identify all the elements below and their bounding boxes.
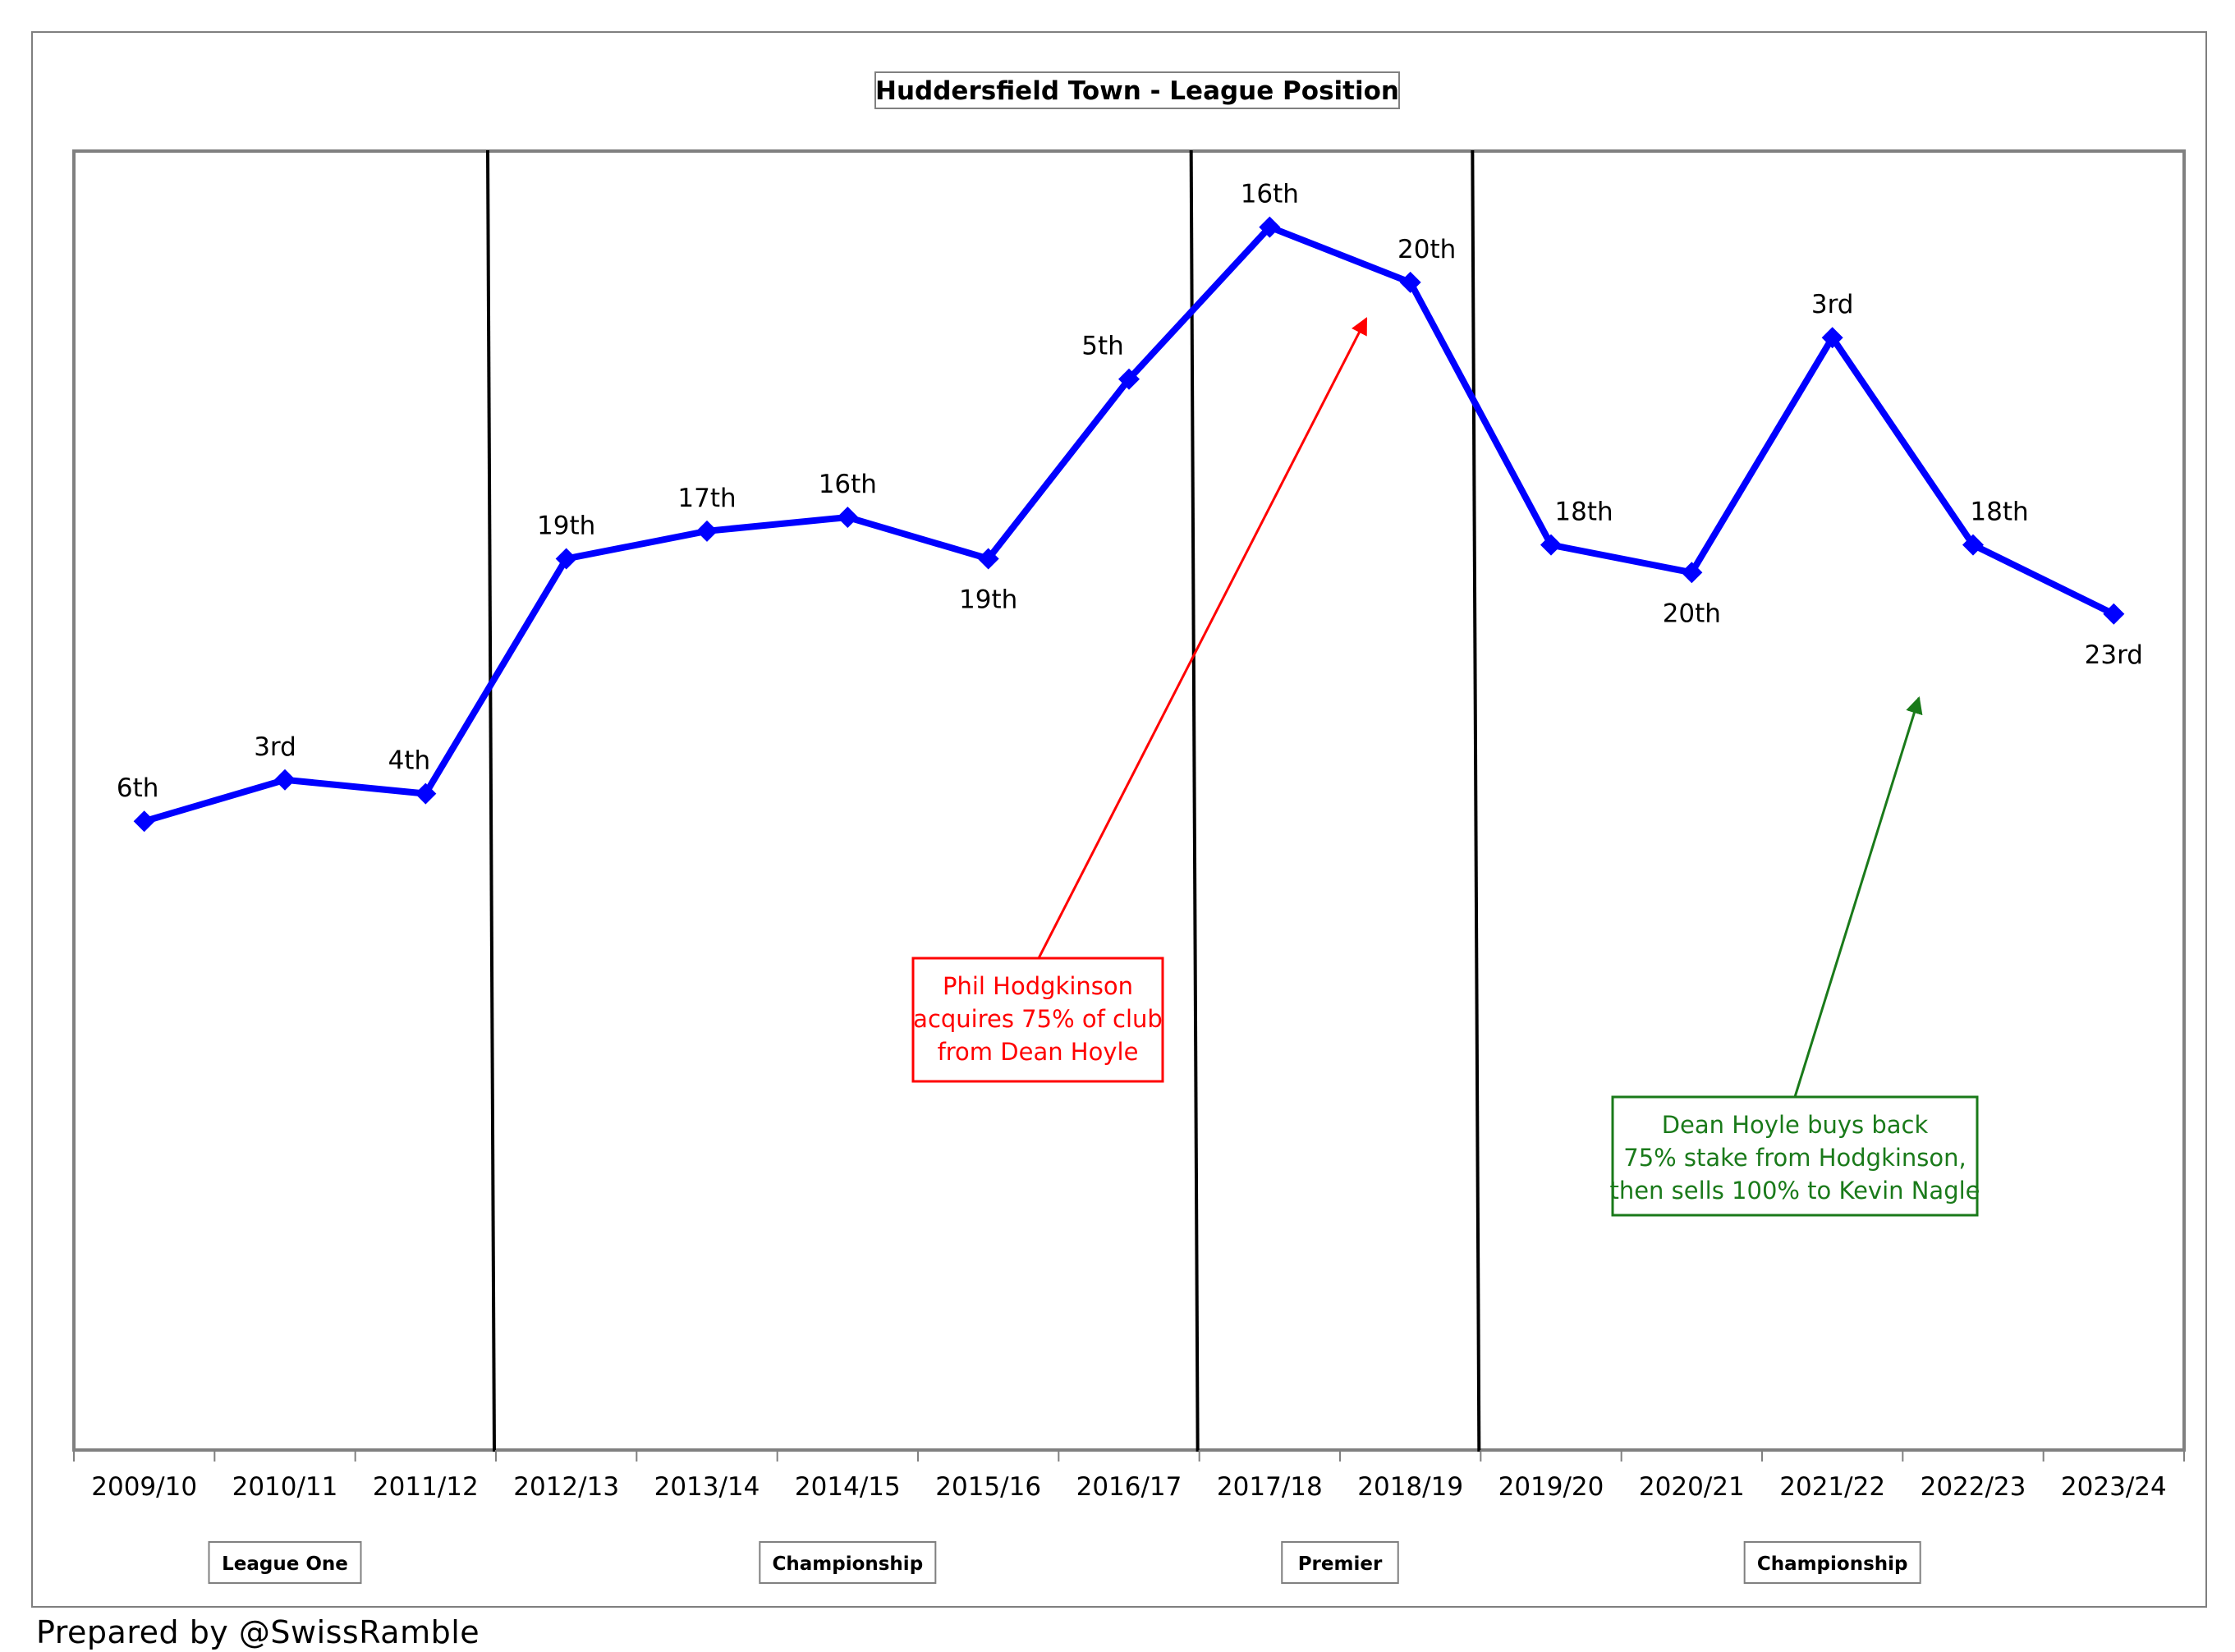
chart-frame: [31, 31, 2207, 1608]
annotation-text: acquires 75% of club: [913, 1005, 1163, 1033]
x-tick-label: 2022/23: [1921, 1472, 2026, 1502]
data-point: [415, 782, 437, 805]
x-tick-label: 2012/13: [513, 1472, 619, 1502]
data-label: 20th: [1397, 235, 1456, 264]
data-point: [1399, 271, 1421, 293]
data-point: [2103, 603, 2125, 625]
league-label: Premier: [1298, 1553, 1383, 1575]
data-label: 6th: [117, 773, 159, 803]
data-point: [837, 506, 859, 528]
x-tick-label: 2023/24: [2061, 1472, 2167, 1502]
league-label-box: [1281, 1541, 1399, 1584]
data-point: [696, 520, 718, 542]
x-tick-label: 2021/22: [1779, 1472, 1885, 1502]
annotation-box: [1611, 1095, 1979, 1217]
annotation-text: then sells 100% to Kevin Nagle: [1609, 1177, 1980, 1205]
league-label-box: [1743, 1541, 1921, 1584]
data-point: [1259, 216, 1281, 238]
data-label: 19th: [959, 585, 1017, 614]
data-point: [977, 548, 999, 570]
x-tick-label: 2020/21: [1639, 1472, 1745, 1502]
x-tick-label: 2013/14: [654, 1472, 760, 1502]
data-label: 17th: [677, 484, 736, 513]
league-label-box: [759, 1541, 937, 1584]
league-divider: [486, 149, 496, 1452]
x-tick-label: 2009/10: [91, 1472, 197, 1502]
x-tick-label: 2019/20: [1498, 1472, 1604, 1502]
data-label: 3rd: [254, 732, 296, 762]
data-label: 20th: [1663, 599, 1721, 628]
x-tick-label: 2014/15: [795, 1472, 901, 1502]
league-label-box: [208, 1541, 362, 1584]
league-label: Championship: [1757, 1553, 1908, 1575]
x-tick-label: 2016/17: [1076, 1472, 1182, 1502]
league-label: Championship: [772, 1553, 923, 1575]
data-point: [1821, 327, 1843, 349]
data-point: [1118, 368, 1140, 390]
chart-title: Huddersfield Town - League Position: [875, 76, 1399, 106]
x-tick-label: 2017/18: [1217, 1472, 1323, 1502]
title-box: [874, 71, 1400, 109]
league-divider: [1471, 149, 1481, 1452]
data-point: [133, 810, 155, 833]
data-label: 16th: [819, 470, 877, 499]
x-tick-label: 2018/19: [1357, 1472, 1463, 1502]
x-tick-label: 2015/16: [935, 1472, 1041, 1502]
data-label: 16th: [1241, 180, 1299, 209]
league-divider: [1189, 149, 1200, 1452]
annotation-text: Dean Hoyle buys back: [1662, 1111, 1929, 1139]
x-tick-label: 2010/11: [232, 1472, 338, 1502]
data-point: [274, 769, 296, 791]
data-point: [1681, 562, 1703, 584]
annotation-arrow: [1037, 317, 1368, 959]
data-label: 3rd: [1811, 290, 1854, 319]
annotation-text: Phil Hodgkinson: [943, 972, 1133, 1000]
data-label: 19th: [537, 511, 595, 540]
annotation-text: 75% stake from Hodgkinson,: [1623, 1144, 1967, 1172]
footer-credit: Prepared by @SwissRamble: [36, 1614, 480, 1650]
data-label: 18th: [1970, 498, 2028, 527]
data-point: [555, 548, 577, 570]
annotation-arrow: [1793, 695, 1923, 1098]
data-label: 4th: [388, 746, 431, 776]
annotation-box: [911, 957, 1164, 1083]
data-label: 18th: [1554, 498, 1613, 527]
data-point: [1962, 534, 1984, 556]
annotation-text: from Dean Hoyle: [938, 1038, 1139, 1066]
x-tick-label: 2011/12: [373, 1472, 479, 1502]
data-label: 23rd: [2085, 640, 2143, 670]
league-label: League One: [222, 1553, 348, 1575]
data-point: [1540, 534, 1562, 556]
plot-area: [72, 149, 2186, 1452]
data-label: 5th: [1081, 332, 1124, 361]
